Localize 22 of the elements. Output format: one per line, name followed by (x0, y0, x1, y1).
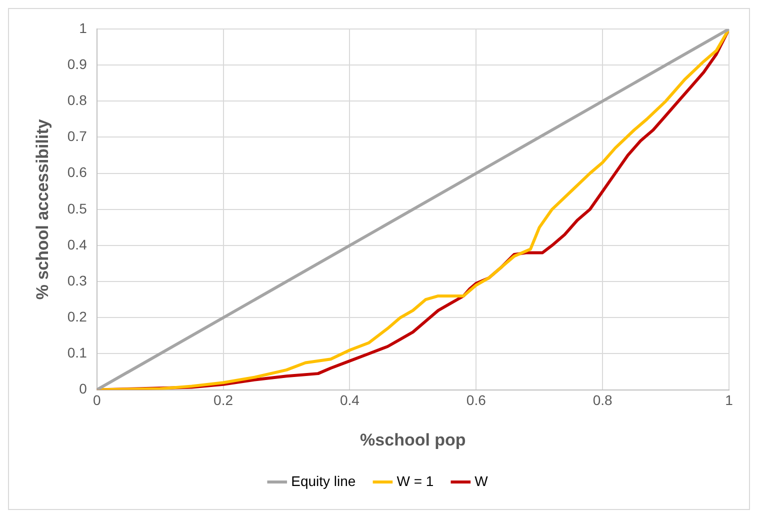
x-tick-label: 0 (92, 392, 101, 408)
x-tick-label: 0.4 (340, 392, 360, 408)
legend-label: W (474, 472, 489, 489)
y-tick-label: 0.1 (67, 344, 88, 361)
x-tick-label: 0.2 (214, 392, 234, 408)
y-axis-title: % school accessibility (32, 118, 52, 300)
x-tick-label: 1 (725, 392, 734, 408)
y-tick-label: 0 (79, 380, 88, 397)
legend-label: W = 1 (396, 472, 434, 489)
x-axis-title: %school pop (360, 430, 466, 450)
x-tick-label: 0.8 (592, 392, 613, 408)
y-tick-label: 0.6 (67, 164, 88, 180)
y-tick-label: 1 (79, 20, 88, 36)
legend-label: Equity line (291, 472, 356, 489)
y-tick-label: 0.4 (67, 236, 88, 252)
x-tick-label: 0.6 (466, 392, 486, 408)
y-tick-label: 0.9 (67, 56, 88, 72)
y-tick-label: 0.8 (67, 92, 88, 108)
y-tick-label: 0.5 (67, 200, 88, 216)
y-tick-label: 0.7 (67, 128, 88, 144)
y-tick-label: 0.2 (67, 308, 88, 324)
y-tick-label: 0.3 (67, 272, 88, 288)
